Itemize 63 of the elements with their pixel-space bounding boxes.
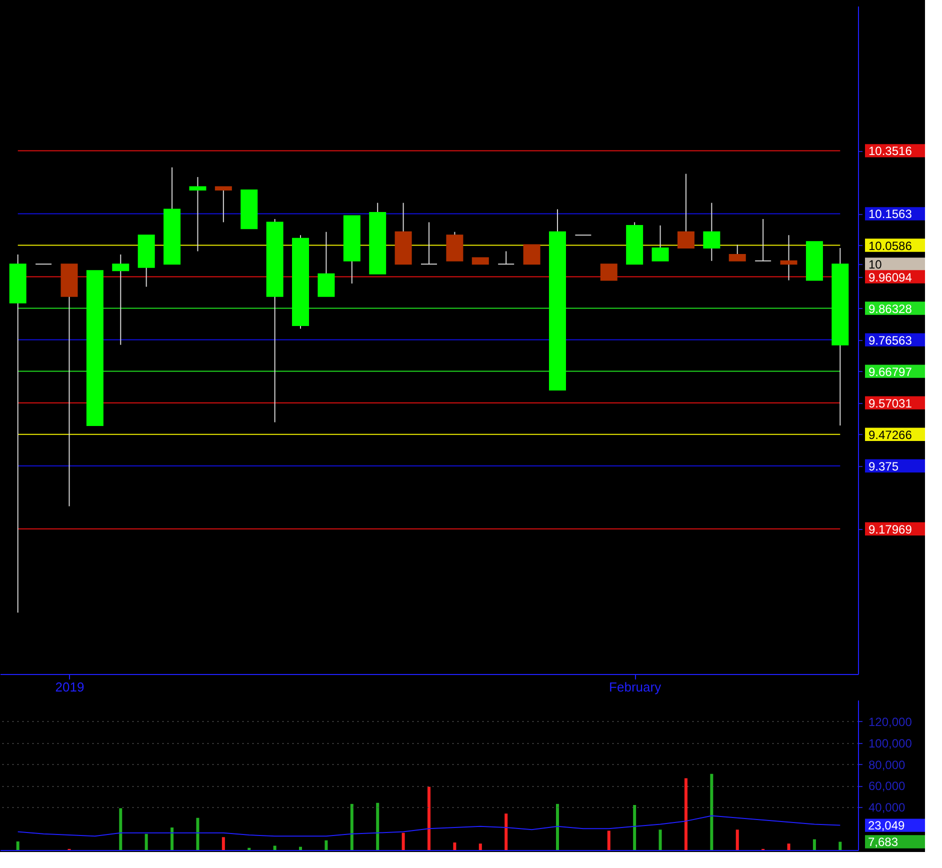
bar [119, 808, 122, 850]
bar [710, 774, 714, 850]
candlestick [523, 244, 540, 265]
bar [16, 841, 20, 850]
y-tick-label: 9.86328 [868, 302, 912, 316]
candlestick [214, 186, 232, 223]
candlestick [677, 173, 694, 249]
candlestick [112, 254, 130, 346]
candlestick [652, 224, 669, 262]
y-tick-label: 10.3516 [868, 144, 912, 158]
bar [504, 814, 508, 850]
bar [144, 834, 148, 850]
y-tick-label: 9.57031 [868, 396, 912, 410]
candlestick [600, 264, 618, 281]
candlestick [754, 218, 772, 262]
bar [299, 846, 302, 850]
candlestick [420, 222, 438, 265]
bar [222, 837, 225, 850]
x-tick-label: 2019 [55, 680, 84, 694]
y-tick-label: 60,000 [868, 779, 906, 794]
candlestick [728, 244, 746, 262]
bar [478, 844, 482, 850]
y-tick-label: 9.96094 [868, 270, 912, 284]
candlestick [703, 202, 720, 262]
bar [658, 830, 662, 850]
bar [453, 842, 456, 850]
bar [787, 844, 790, 850]
candlestick [189, 176, 206, 252]
bar [633, 805, 636, 850]
y-tick-label: 80,000 [868, 758, 906, 772]
bar [812, 839, 816, 850]
y-tick-label: 9.375 [868, 459, 899, 474]
y-tick-label: 9.47266 [868, 428, 912, 442]
bar [607, 830, 610, 850]
candlestick [498, 250, 515, 265]
y-tick-label: 9.66797 [868, 364, 912, 379]
y-tick-label: 9.17969 [868, 522, 912, 536]
candlestick [9, 254, 26, 614]
bar [376, 802, 380, 850]
y-tick-label: 9.76563 [868, 333, 912, 348]
text: 7,683 [868, 834, 898, 849]
bar [684, 778, 688, 850]
bar [402, 832, 405, 850]
bar [556, 804, 559, 850]
bar [838, 842, 842, 850]
bar [170, 828, 174, 850]
bar [350, 804, 354, 850]
y-tick-label: 100,000 [868, 736, 912, 750]
line-series [17, 815, 841, 837]
bar [324, 840, 328, 850]
y-tick-label: 40,000 [868, 800, 906, 815]
bar [196, 818, 200, 850]
x-tick-label: February [609, 680, 662, 694]
bar [428, 786, 430, 850]
candlestick [318, 231, 335, 297]
y-tick-label: 10.1563 [868, 207, 912, 222]
text: 23,049 [868, 818, 906, 832]
y-tick-label: 10.0586 [868, 238, 912, 253]
y-tick-label: 10 [868, 258, 882, 272]
candlestick [780, 234, 798, 281]
y-tick-label: 120,000 [868, 714, 912, 729]
bar [273, 846, 276, 850]
bar [736, 830, 739, 850]
